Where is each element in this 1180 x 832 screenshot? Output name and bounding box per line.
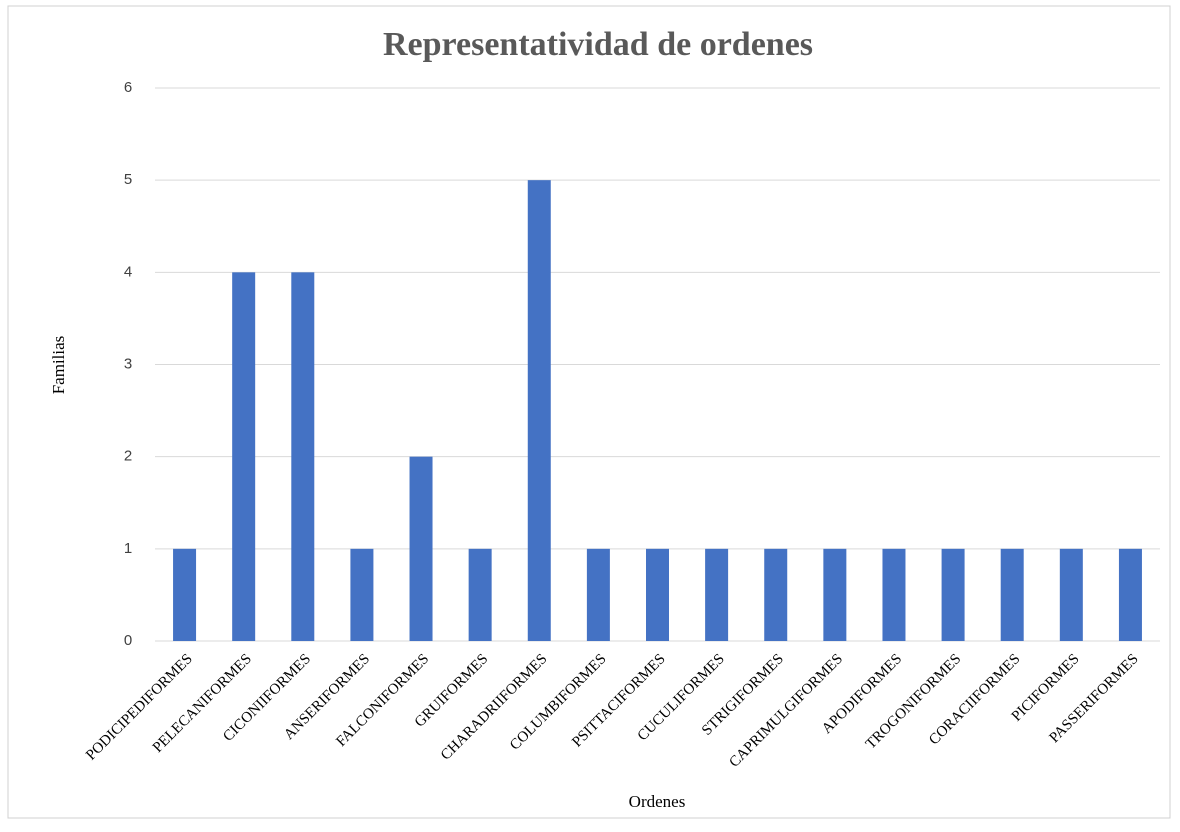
y-axis-title: Familias: [49, 336, 68, 395]
y-tick-label: 4: [124, 263, 132, 280]
x-tick-label: PELECANIFORMES: [150, 651, 255, 756]
y-tick-label: 3: [124, 355, 132, 372]
bar: [291, 272, 315, 641]
y-tick-label: 1: [124, 540, 132, 557]
x-tick-label: CHARADRIIFORMES: [438, 651, 551, 764]
bar: [823, 548, 847, 641]
bar: [527, 180, 551, 641]
bar: [1000, 548, 1024, 641]
chart-title: Representatividad de ordenes: [383, 26, 813, 63]
bar: [764, 548, 788, 641]
chart-border: [7, 5, 1171, 819]
bar: [941, 548, 965, 641]
x-axis-title: Ordenes: [629, 792, 686, 811]
bar: [468, 548, 492, 641]
bar: [232, 272, 256, 641]
bar: [173, 548, 197, 641]
bar: [586, 548, 610, 641]
y-tick-label: 0: [124, 632, 132, 649]
y-tick-label: 2: [124, 448, 132, 465]
bar: [350, 548, 374, 641]
x-tick-label: CAPRIMULGIFORMES: [726, 651, 846, 771]
x-tick-label: PODICIPEDIFORMES: [83, 651, 196, 764]
bar: [1059, 548, 1083, 641]
bar: [1118, 548, 1142, 641]
bar: [409, 456, 433, 641]
bar: [705, 548, 729, 641]
y-tick-label: 5: [124, 171, 132, 188]
bar: [882, 548, 906, 641]
y-tick-label: 6: [124, 79, 132, 96]
bar: [646, 548, 669, 641]
x-tick-label: COLUMBIFORMES: [507, 651, 610, 754]
